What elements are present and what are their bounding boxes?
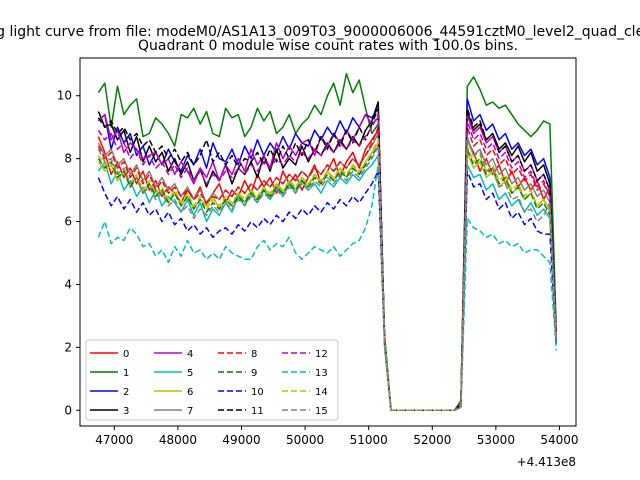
legend-label-0: 0 <box>123 349 129 360</box>
series-line-15 <box>97 135 558 412</box>
legend-label-13: 13 <box>315 368 328 379</box>
legend-label-8: 8 <box>251 349 257 360</box>
series-line-1 <box>97 72 558 412</box>
axis-ticks: 47000 48000 49000 50000 51000 52000 53000 54000… <box>57 89 579 447</box>
plot-title: Quadrant 0 module wise count rates with … <box>138 38 518 54</box>
x-tick-label: 50000 <box>286 433 324 447</box>
legend-label-1: 1 <box>123 368 129 379</box>
x-tick-label: 52000 <box>413 433 451 447</box>
x-tick-label: 51000 <box>350 433 388 447</box>
legend-label-2: 2 <box>123 387 129 398</box>
legend-label-3: 3 <box>123 406 129 417</box>
x-tick-label: 54000 <box>540 433 578 447</box>
legend-label-14: 14 <box>315 387 328 398</box>
plot-frame <box>79 57 577 427</box>
y-tick-label: 10 <box>57 89 72 103</box>
x-offset-label: +4.413e8 <box>517 455 576 469</box>
legend-label-12: 12 <box>315 349 328 360</box>
series-line-2 <box>97 98 558 412</box>
series-line-13 <box>97 164 558 412</box>
series-lines <box>97 72 558 412</box>
x-tick-label: 48000 <box>159 433 197 447</box>
x-tick-label: 47000 <box>95 433 133 447</box>
series-line-14 <box>97 139 558 412</box>
legend-label-10: 10 <box>251 387 264 398</box>
series-line-11 <box>97 107 558 412</box>
y-tick-label: 0 <box>64 403 72 417</box>
series-line-12 <box>97 113 558 412</box>
legend-label-5: 5 <box>187 368 193 379</box>
series-line-9 <box>97 145 558 412</box>
y-tick-label: 6 <box>64 215 72 229</box>
legend-label-4: 4 <box>187 349 193 360</box>
legend-label-6: 6 <box>187 387 193 398</box>
series-line-6 <box>97 142 558 412</box>
figure-suptitle: Plotting light curve from file: modeM0/A… <box>0 24 640 40</box>
legend-label-9: 9 <box>251 368 257 379</box>
x-tick-label: 49000 <box>222 433 260 447</box>
series-line-8 <box>97 126 558 412</box>
legend-label-11: 11 <box>251 406 264 417</box>
y-tick-label: 4 <box>64 277 72 291</box>
series-line-10 <box>97 170 558 412</box>
legend-box <box>85 339 339 421</box>
y-tick-label: 8 <box>64 152 72 166</box>
y-tick-label: 2 <box>64 340 72 354</box>
legend-label-15: 15 <box>315 406 328 417</box>
legend-label-7: 7 <box>187 406 193 417</box>
x-tick-label: 53000 <box>477 433 515 447</box>
